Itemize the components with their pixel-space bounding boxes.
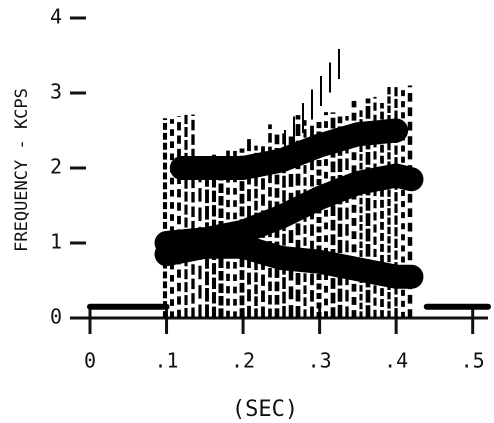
x-tick-label: .1 xyxy=(154,349,178,373)
y-tick-label: 3 xyxy=(50,80,62,104)
formant xyxy=(154,163,424,255)
x-tick-label: .5 xyxy=(461,349,485,373)
x-tick-label: 0 xyxy=(84,349,96,373)
formant xyxy=(169,118,409,180)
y-tick-label: 2 xyxy=(50,155,62,179)
y-tick-label: 0 xyxy=(50,305,62,329)
y-tick-label: 1 xyxy=(50,230,62,254)
y-tick-label: 4 xyxy=(50,5,62,29)
x-tick-label: .3 xyxy=(308,349,332,373)
x-axis-label: (SEC) xyxy=(232,397,298,422)
x-tick-label: .2 xyxy=(231,349,255,373)
x-tick-label: .4 xyxy=(384,349,408,373)
y-axis-label: FREQUENCY - KCPS xyxy=(12,88,32,252)
